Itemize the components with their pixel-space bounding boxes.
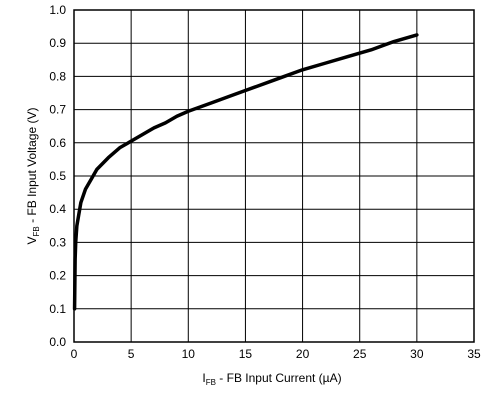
- x-tick-label: 20: [296, 347, 310, 361]
- y-axis-symbol: V: [25, 236, 39, 244]
- y-axis-text: - FB Input Voltage (V): [25, 108, 39, 227]
- x-tick-label: 10: [182, 347, 196, 361]
- x-axis-ticks: 0 5 10 15 20 25 30 35: [71, 347, 481, 361]
- y-tick-label: 0.0: [49, 335, 66, 349]
- plot-frame: [73, 9, 475, 343]
- series-line: [72, 33, 419, 311]
- x-tick-label: 15: [239, 347, 253, 361]
- x-tick-label: 0: [71, 347, 78, 361]
- y-axis-subscript: FB: [32, 226, 41, 236]
- x-axis-title: IFB - FB Input Current (µA): [202, 371, 341, 387]
- y-tick-label: 0.5: [49, 169, 66, 183]
- y-tick-label: 1.0: [49, 3, 66, 17]
- x-tick-label: 5: [128, 347, 135, 361]
- y-tick-label: 0.2: [49, 269, 66, 283]
- x-axis-text: - FB Input Current (µA): [216, 371, 342, 385]
- y-axis-title: VFB - FB Input Voltage (V): [25, 108, 41, 245]
- y-tick-label: 0.8: [49, 69, 66, 83]
- y-tick-label: 0.3: [49, 235, 66, 249]
- y-tick-label: 0.7: [49, 103, 66, 117]
- y-tick-label: 0.1: [49, 302, 66, 316]
- x-tick-label: 25: [353, 347, 367, 361]
- y-tick-label: 0.4: [49, 202, 66, 216]
- x-axis-subscript: FB: [206, 378, 216, 387]
- y-axis-ticks: 0.0 0.1 0.2 0.3 0.4 0.5 0.6 0.7 0.8 0.9 1.0: [49, 3, 66, 349]
- y-tick-label: 0.6: [49, 136, 66, 150]
- y-tick-label: 0.9: [49, 36, 66, 50]
- x-axis-symbol: I: [202, 371, 205, 385]
- x-tick-label: 35: [467, 347, 481, 361]
- gridlines: [73, 9, 475, 343]
- x-tick-label: 30: [410, 347, 424, 361]
